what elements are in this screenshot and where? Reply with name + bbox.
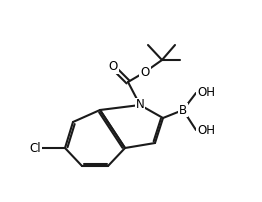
Text: O: O — [140, 65, 150, 79]
Text: N: N — [136, 99, 144, 112]
Text: OH: OH — [197, 86, 215, 100]
Text: B: B — [179, 103, 187, 117]
Text: O: O — [108, 61, 118, 74]
Text: Cl: Cl — [29, 141, 41, 155]
Text: OH: OH — [197, 123, 215, 137]
